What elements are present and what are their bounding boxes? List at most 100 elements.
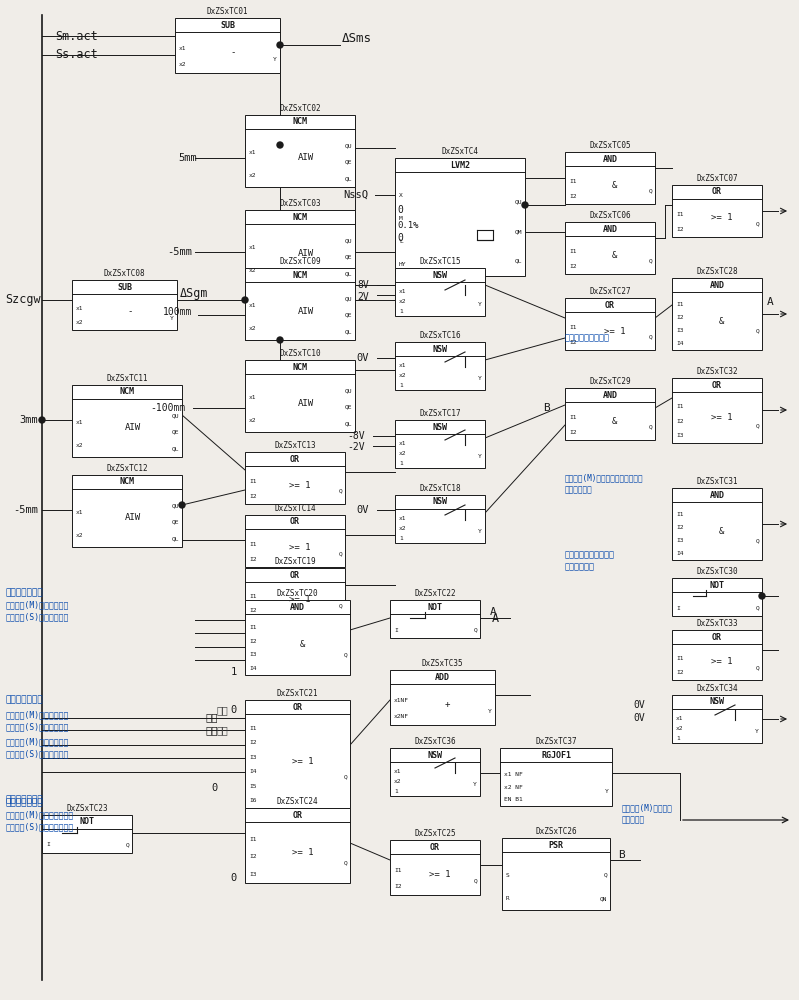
Text: LVM2: LVM2: [450, 160, 470, 169]
Text: Y: Y: [479, 529, 482, 534]
Bar: [395, 495, 485, 543]
Text: 从动能道(S)传动履带与恢庍: 从动能道(S)传动履带与恢庍: [6, 822, 74, 832]
Bar: [672, 578, 762, 616]
Text: QN: QN: [599, 896, 607, 901]
Text: Y: Y: [170, 316, 174, 320]
Text: QU: QU: [515, 199, 522, 204]
Bar: [395, 420, 485, 468]
Text: x1: x1: [179, 46, 186, 51]
Text: I4: I4: [249, 769, 256, 774]
Text: I2: I2: [249, 557, 256, 562]
Text: QE: QE: [344, 313, 352, 318]
Text: &: &: [300, 640, 305, 649]
Text: x1 NF: x1 NF: [504, 772, 523, 777]
Bar: [72, 280, 177, 330]
Text: -5mm: -5mm: [167, 247, 192, 257]
Text: >= 1: >= 1: [289, 544, 311, 552]
Text: DxZSxTC37: DxZSxTC37: [535, 737, 577, 746]
Text: 0: 0: [231, 873, 237, 883]
Text: 主动能道(M)传动履带恢庍: 主动能道(M)传动履带恢庍: [6, 600, 70, 609]
Text: NSW: NSW: [432, 344, 447, 354]
Text: AND: AND: [602, 225, 618, 233]
Text: DxZSxTC14: DxZSxTC14: [274, 504, 316, 513]
Text: I2: I2: [676, 419, 683, 424]
Text: DxZSxTC24: DxZSxTC24: [276, 797, 318, 806]
Text: >= 1: >= 1: [292, 756, 313, 766]
Text: 8V: 8V: [357, 280, 369, 290]
Text: 从动能道(S)传动履带恢庍: 从动能道(S)传动履带恢庍: [6, 750, 70, 758]
Text: &: &: [612, 250, 617, 259]
Text: I2: I2: [249, 494, 256, 499]
Text: NCM: NCM: [292, 270, 308, 279]
Text: Q: Q: [603, 873, 607, 878]
Text: I3: I3: [676, 538, 683, 543]
Text: DxZSxTC10: DxZSxTC10: [279, 349, 321, 358]
Text: I3: I3: [676, 328, 683, 333]
Text: SUB: SUB: [220, 20, 235, 29]
Text: Q: Q: [648, 425, 652, 430]
Text: NCM: NCM: [120, 387, 134, 396]
Text: I1: I1: [569, 249, 577, 254]
Text: QU: QU: [172, 503, 179, 508]
Text: Q: Q: [338, 552, 342, 557]
Text: DxZSxTC20: DxZSxTC20: [276, 589, 318, 598]
Text: Q: Q: [473, 879, 477, 884]
Text: QL: QL: [344, 329, 352, 334]
Text: DxZSxTC30: DxZSxTC30: [696, 567, 737, 576]
Text: DxZSxTC19: DxZSxTC19: [274, 557, 316, 566]
Text: Q: Q: [648, 189, 652, 194]
Text: 1: 1: [231, 667, 237, 677]
Bar: [390, 748, 480, 796]
Text: Q: Q: [125, 842, 129, 848]
Text: R: R: [506, 896, 510, 901]
Text: x1NF: x1NF: [394, 698, 409, 703]
Text: &: &: [719, 316, 724, 326]
Bar: [42, 815, 132, 853]
Bar: [72, 475, 182, 547]
Text: OR: OR: [290, 570, 300, 580]
Text: AND: AND: [290, 602, 305, 611]
Text: Szcgw: Szcgw: [5, 294, 41, 306]
Text: +: +: [445, 700, 451, 709]
Text: ΔSms: ΔSms: [342, 31, 372, 44]
Bar: [245, 360, 355, 432]
Text: x2: x2: [399, 526, 407, 531]
Bar: [672, 185, 762, 237]
Text: I1: I1: [569, 415, 577, 420]
Text: I3: I3: [249, 872, 256, 877]
Text: 主动能道(M)传动履带: 主动能道(M)传动履带: [622, 804, 673, 812]
Text: NOT: NOT: [427, 602, 443, 611]
Text: Y: Y: [273, 57, 277, 62]
Text: Sm.act: Sm.act: [55, 29, 97, 42]
Text: DxZSxTC27: DxZSxTC27: [589, 287, 631, 296]
Text: I2: I2: [676, 670, 683, 675]
Text: Y: Y: [479, 302, 482, 307]
Text: I2: I2: [249, 639, 256, 644]
Text: OR: OR: [290, 454, 300, 464]
Text: 输送链手动操作方式: 输送链手动操作方式: [565, 334, 610, 342]
Text: x2: x2: [676, 726, 683, 731]
Bar: [72, 385, 182, 457]
Bar: [245, 210, 355, 282]
Text: 停尌: 停尌: [217, 705, 228, 715]
Text: DxZSxTC21: DxZSxTC21: [276, 689, 318, 698]
Text: Q: Q: [755, 538, 759, 543]
Text: NOT: NOT: [710, 580, 725, 589]
Text: Q: Q: [648, 259, 652, 264]
Text: >= 1: >= 1: [711, 214, 732, 223]
Text: I2: I2: [569, 340, 577, 345]
Text: QU: QU: [172, 413, 179, 418]
Circle shape: [179, 502, 185, 508]
Text: DxZSxTC03: DxZSxTC03: [279, 199, 321, 208]
Text: DxZSxTC05: DxZSxTC05: [589, 141, 631, 150]
Text: NOT: NOT: [79, 818, 94, 826]
Text: AIW: AIW: [297, 153, 313, 162]
Text: I1: I1: [676, 404, 683, 409]
Text: DxZSxTC02: DxZSxTC02: [279, 104, 321, 113]
Bar: [245, 600, 350, 675]
Text: -2V: -2V: [348, 442, 365, 452]
Text: DxZSxTC13: DxZSxTC13: [274, 441, 316, 450]
Bar: [565, 222, 655, 274]
Text: I6: I6: [249, 798, 256, 803]
Text: I: I: [46, 842, 50, 848]
